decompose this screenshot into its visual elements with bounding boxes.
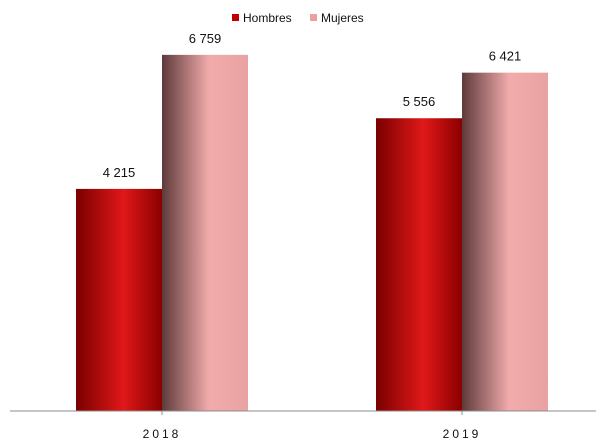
bars — [76, 54, 548, 411]
bar-mujeres-2018 — [162, 54, 248, 411]
value-label-mujeres-2018: 6 759 — [189, 31, 222, 46]
value-label-hombres-2018: 4 215 — [103, 165, 136, 180]
x-tick-label-2019: 2019 — [443, 427, 482, 441]
bar-hombres-2019 — [376, 118, 462, 411]
x-tick-label-2018: 2018 — [143, 427, 182, 441]
legend-label-hombres: Hombres — [243, 11, 292, 25]
legend-label-mujeres: Mujeres — [321, 11, 364, 25]
legend-swatch-hombres — [232, 14, 239, 21]
bar-hombres-2018 — [76, 188, 162, 411]
value-label-hombres-2019: 5 556 — [403, 94, 436, 109]
legend: Hombres Mujeres — [232, 11, 364, 25]
bar-mujeres-2019 — [462, 72, 548, 411]
x-axis-ticks: 2018 2019 — [143, 411, 482, 441]
legend-swatch-mujeres — [310, 14, 317, 21]
value-label-mujeres-2019: 6 421 — [489, 49, 522, 64]
value-labels: 4 215 6 759 5 556 6 421 — [103, 31, 522, 180]
